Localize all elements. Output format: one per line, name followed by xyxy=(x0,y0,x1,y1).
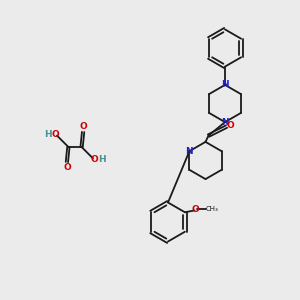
Text: O: O xyxy=(63,163,71,172)
Text: CH₃: CH₃ xyxy=(205,206,218,212)
Text: O: O xyxy=(52,130,59,139)
Text: N: N xyxy=(221,80,229,89)
Text: N: N xyxy=(186,147,193,156)
Text: O: O xyxy=(191,205,199,214)
Text: H: H xyxy=(44,130,52,139)
Text: H: H xyxy=(98,155,106,164)
Text: O: O xyxy=(226,121,234,130)
Text: N: N xyxy=(221,118,229,127)
Text: O: O xyxy=(79,122,87,131)
Text: O: O xyxy=(91,155,98,164)
